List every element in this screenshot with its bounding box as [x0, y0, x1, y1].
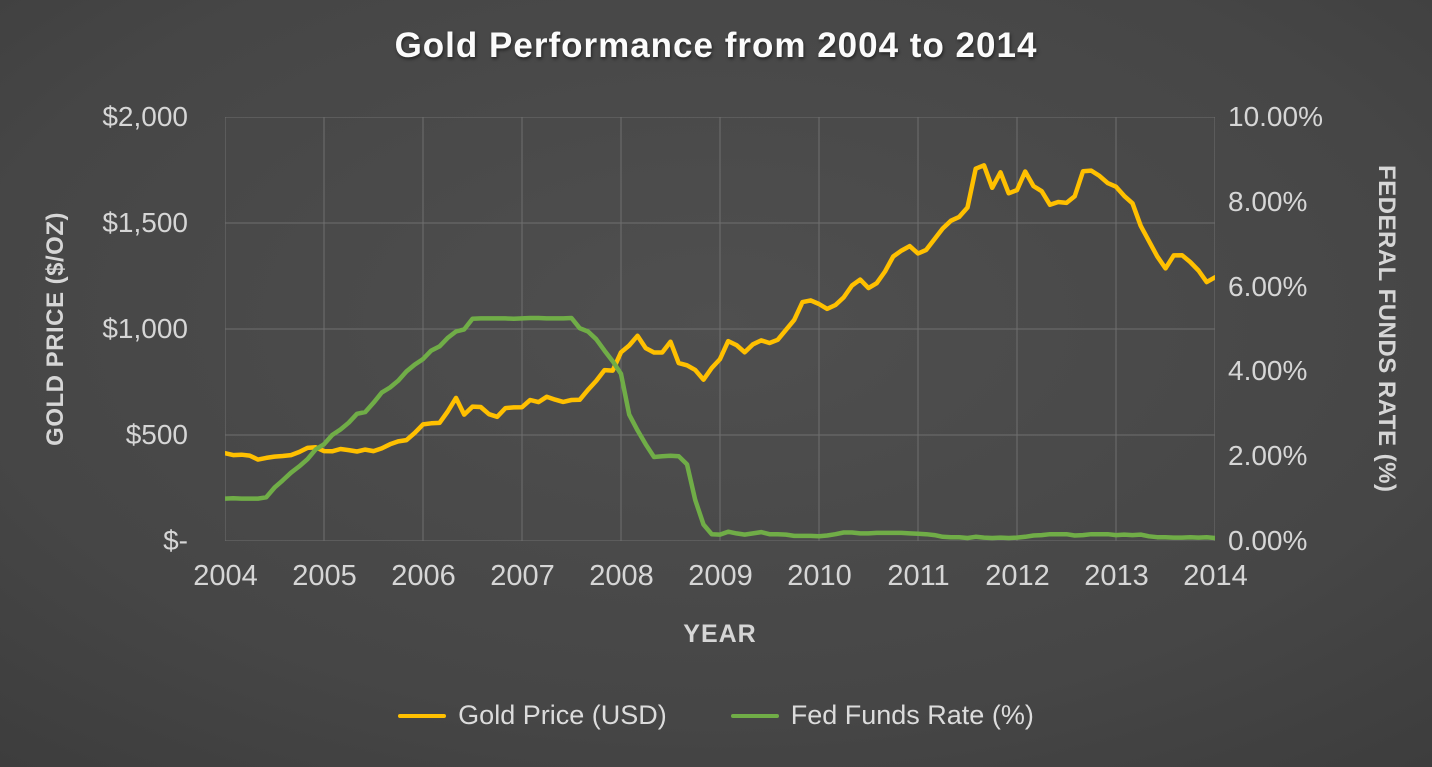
legend-item-fed: Fed Funds Rate (%)	[730, 700, 1034, 731]
right-axis-title-wrap: FEDERAL FUNDS RATE (%)	[1364, 117, 1408, 541]
chart-title: Gold Performance from 2004 to 2014	[394, 26, 1038, 65]
x-tick: 2012	[985, 560, 1050, 592]
y-left-tick: $-	[163, 525, 188, 556]
y-right-tick: 2.00%	[1228, 440, 1308, 471]
x-tick: 2004	[193, 560, 258, 592]
legend-item-gold: Gold Price (USD)	[398, 700, 667, 731]
legend: Gold Price (USD) Fed Funds Rate (%)	[0, 700, 1432, 731]
y-right-tick: 4.00%	[1228, 355, 1308, 386]
y-right-tick: 8.00%	[1228, 186, 1308, 217]
x-tick: 2008	[589, 560, 654, 592]
y-left-tick: $1,000	[102, 313, 188, 344]
x-tick: 2005	[292, 560, 357, 592]
x-tick: 2010	[787, 560, 852, 592]
fed-line-swatch-icon	[730, 713, 779, 718]
y-left-tick: $500	[125, 419, 188, 450]
x-axis-title: YEAR	[683, 620, 757, 648]
y-left-tick: $2,000	[102, 101, 188, 132]
x-tick: 2013	[1084, 560, 1149, 592]
x-tick: 2007	[490, 560, 555, 592]
legend-label-fed: Fed Funds Rate (%)	[790, 700, 1034, 730]
gold-line-swatch-icon	[398, 713, 447, 718]
series-line-fed-funds-rate	[225, 315, 1215, 541]
plot-svg	[225, 117, 1215, 541]
y-right-tick: 6.00%	[1228, 271, 1308, 302]
x-tick: 2009	[688, 560, 753, 592]
plot-area	[225, 117, 1215, 541]
right-axis-title: FEDERAL FUNDS RATE (%)	[1373, 165, 1400, 493]
x-tick: 2014	[1183, 560, 1248, 592]
series-lines	[225, 163, 1215, 541]
x-tick: 2006	[391, 560, 456, 592]
series-line-gold-price	[225, 163, 1215, 462]
y-right-tick: 10.00%	[1228, 101, 1323, 132]
x-tick: 2011	[887, 560, 950, 592]
y-right-tick: 0.00%	[1228, 525, 1308, 556]
gridlines	[225, 117, 1215, 541]
y-left-tick: $1,500	[102, 207, 188, 238]
legend-label-gold: Gold Price (USD)	[458, 700, 667, 730]
